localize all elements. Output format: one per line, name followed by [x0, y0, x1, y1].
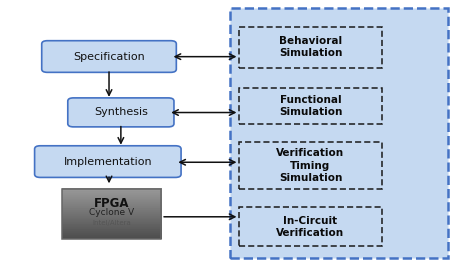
FancyBboxPatch shape	[35, 146, 181, 177]
Text: Verification
Timing
Simulation: Verification Timing Simulation	[276, 148, 345, 183]
Text: Behavioral
Simulation: Behavioral Simulation	[279, 36, 342, 59]
FancyBboxPatch shape	[230, 8, 448, 258]
Text: Implementation: Implementation	[64, 157, 152, 167]
Text: Intel/Altera: Intel/Altera	[92, 220, 131, 226]
Bar	[62, 189, 161, 239]
Text: FPGA: FPGA	[94, 197, 129, 210]
FancyBboxPatch shape	[42, 41, 176, 72]
Text: Synthesis: Synthesis	[94, 107, 148, 117]
Text: Specification: Specification	[73, 52, 145, 61]
Text: In-Circuit
Verification: In-Circuit Verification	[276, 215, 345, 238]
Text: Functional
Simulation: Functional Simulation	[279, 94, 342, 117]
Text: Cyclone V: Cyclone V	[89, 208, 134, 217]
FancyBboxPatch shape	[68, 98, 174, 127]
